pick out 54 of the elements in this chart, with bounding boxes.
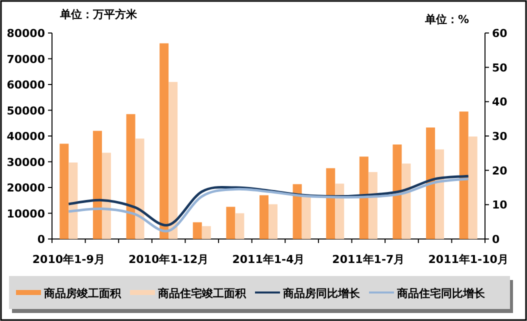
bar xyxy=(102,152,111,239)
y2-tick-label: 20 xyxy=(492,164,508,178)
y-tick-label: 20000 xyxy=(6,182,46,194)
bar xyxy=(468,136,478,239)
y-tick-label: 0 xyxy=(37,233,46,246)
legend-label: 商品房同比增长 xyxy=(282,287,361,300)
y2-axis-title: 单位：% xyxy=(424,13,470,26)
bar xyxy=(459,112,468,239)
bar xyxy=(335,184,344,239)
bar xyxy=(426,128,436,239)
legend-label: 商品房竣工面积 xyxy=(43,287,122,300)
x-tick-label: 2011年1-7月 xyxy=(332,253,405,266)
x-tick-label: 2011年1-10月 xyxy=(428,253,508,266)
y2-tick-label: 10 xyxy=(492,198,508,212)
bar xyxy=(192,222,202,239)
bar xyxy=(160,43,169,239)
bar xyxy=(302,195,311,239)
bar xyxy=(435,149,444,239)
bar xyxy=(326,168,336,239)
bar xyxy=(292,184,302,239)
bar xyxy=(268,204,278,239)
x-tick-label: 2010年1-9月 xyxy=(32,253,105,266)
y2-tick-label: 60 xyxy=(492,27,508,40)
y2-tick-label: 50 xyxy=(492,61,508,74)
y-tick-label: 70000 xyxy=(6,52,46,66)
y2-tick-label: 0 xyxy=(492,233,500,246)
y-axis-title: 单位：万平方米 xyxy=(59,8,138,21)
legend-label: 商品住宅同比增长 xyxy=(396,287,486,300)
bar xyxy=(235,213,244,239)
y-tick-label: 50000 xyxy=(6,104,46,118)
y2-tick-label: 40 xyxy=(492,96,508,109)
y-tick-label: 10000 xyxy=(6,207,46,220)
bar xyxy=(392,144,402,239)
bar xyxy=(402,164,411,239)
y2-tick-label: 30 xyxy=(492,130,508,143)
bar xyxy=(260,195,268,239)
bar xyxy=(202,226,211,239)
x-tick-label: 2010年1-12月 xyxy=(128,253,209,266)
line-series xyxy=(67,178,470,232)
bar xyxy=(226,206,236,239)
y-tick-label: 40000 xyxy=(6,130,46,143)
y-tick-label: 60000 xyxy=(6,78,46,92)
bar xyxy=(68,162,78,239)
bar xyxy=(359,156,368,239)
x-tick-label: 2011年1-4月 xyxy=(232,253,305,266)
legend-label: 商品住宅竣工面积 xyxy=(157,287,247,300)
bar xyxy=(126,114,136,239)
bar xyxy=(135,138,144,239)
bar xyxy=(92,130,102,239)
y-tick-label: 80000 xyxy=(6,27,46,40)
y-tick-label: 30000 xyxy=(6,156,46,169)
bar xyxy=(368,172,378,239)
bar xyxy=(60,144,69,239)
bar xyxy=(168,82,178,239)
